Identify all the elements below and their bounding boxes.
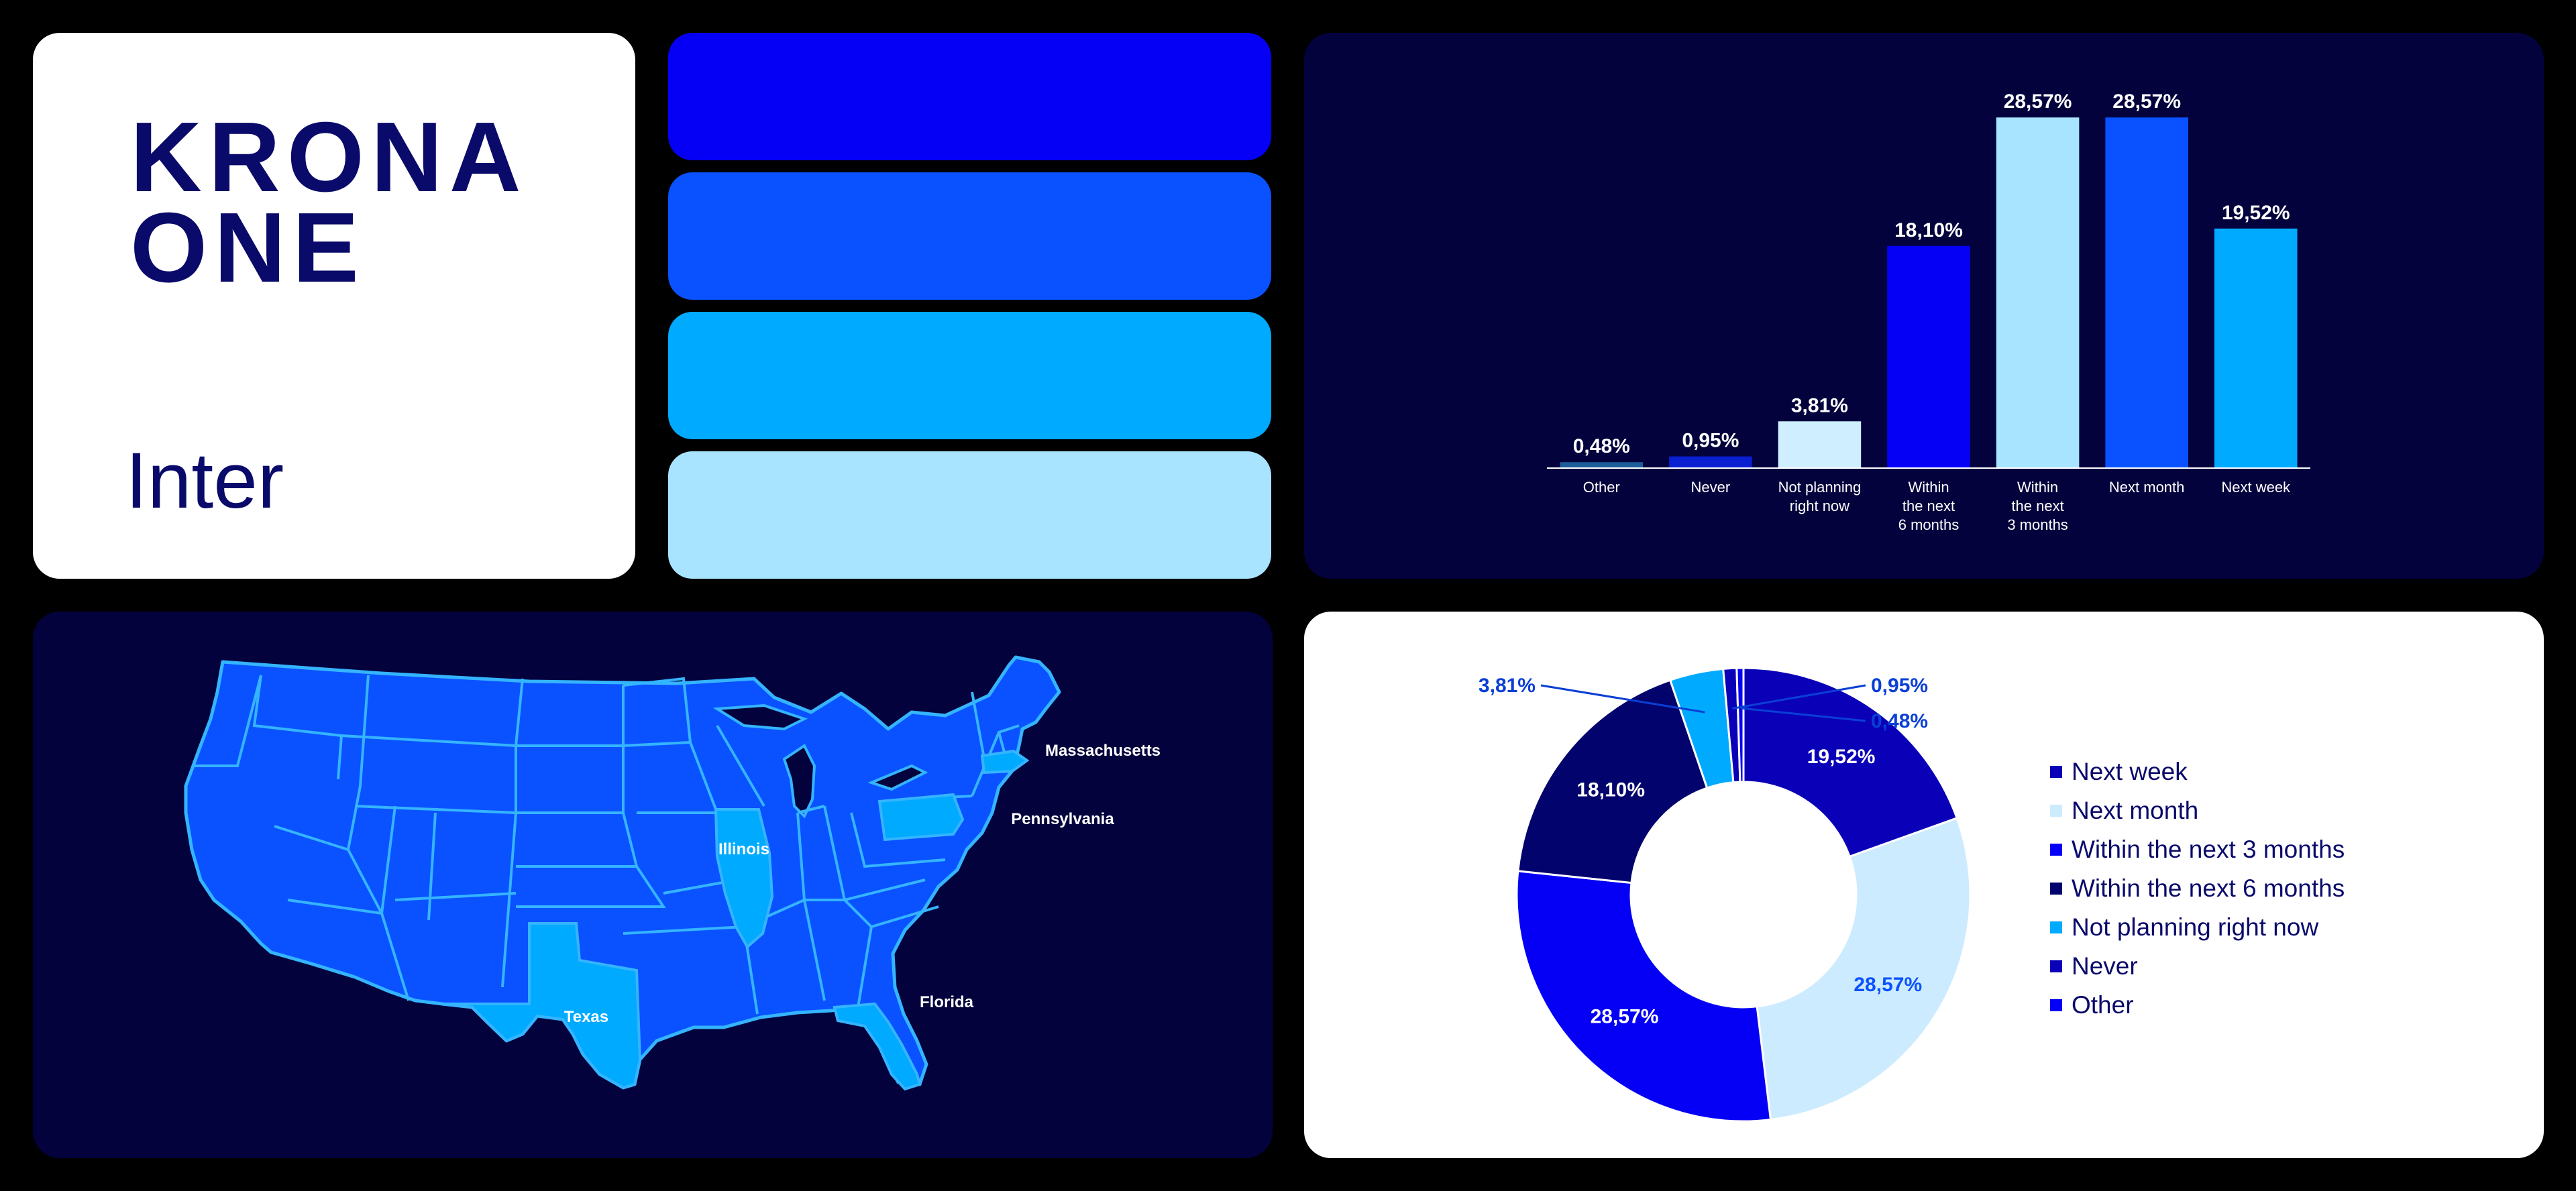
bar-category-label-5: Next month [2109,479,2185,496]
us-map-card: Massachusetts Pennsylvania Illinois Texa… [33,612,1273,1158]
bar-category-label-2: Not planning right now [1778,479,1862,514]
state-illinois-shape [714,808,774,950]
callout-line-5 [1732,684,1866,710]
state-massachusetts-shape [980,749,1030,775]
legend-label: Within the next 6 months [2072,874,2345,902]
bar-category-label-6: Next week [2221,479,2291,496]
legend-item-0: Next week [2050,752,2345,791]
lake-erie-shape [867,764,928,791]
donut-legend: Next week Next month Within the next 3 mon… [2050,752,2345,1025]
map-label-texas: Texas [564,1008,608,1026]
donut-label-4: 3,81% [1479,675,1536,697]
bar-value-label-4: 28,57% [2004,91,2072,113]
brand-card: KRONA ONE Inter [33,33,635,579]
logo-line-2: ONE [130,192,366,303]
swatch-1 [668,33,1271,160]
bar-value-label-6: 19,52% [2222,202,2290,224]
bar-category-label-1: Never [1691,479,1731,496]
donut-label-2: 28,57% [1591,1005,1659,1027]
donut-chart-card: 19,52% 28,57% 28,57% 18,10% 3,81% 0,95% 0,48% … [1304,612,2544,1158]
state-florida-shape [833,1002,922,1091]
donut-chart: 19,52% 28,57% 28,57% 18,10% 3,81% 0,95% 0,48% [1479,667,1972,1123]
legend-swatch [2050,844,2062,856]
logo-line-1: KRONA [130,102,528,213]
swatch-2 [668,172,1271,300]
krona-one-logo: KRONA ONE [130,102,528,303]
donut-label-6: 0,48% [1871,710,1928,732]
legend-item-3: Within the next 6 months [2050,869,2345,908]
donut-slice-1 [1756,816,1972,1121]
donut-label-0: 19,52% [1807,746,1876,768]
map-label-massachusetts: Massachusetts [1045,742,1161,760]
bar-4 [1996,117,2080,468]
donut-slice-3 [1517,679,1709,885]
donut-slice-2 [1515,870,1772,1123]
bar-0 [1560,462,1644,468]
state-pennsylvania-shape [877,793,965,842]
legend-item-2: Within the next 3 months [2050,830,2345,869]
bar-6 [2214,228,2298,468]
legend-swatch [2050,921,2062,933]
legend-item-5: Never [2050,947,2345,986]
map-label-pennsylvania: Pennsylvania [1011,810,1114,828]
donut-slice-0 [1742,667,1959,858]
bar-chart: 0,48% Other 0,95% Never 3,81% Not planning rig… [1547,91,2310,533]
lake-superior-shape [712,703,808,731]
bar-3 [1887,245,1970,468]
bar-value-label-3: 18,10% [1894,219,1963,241]
legend-label: Next month [2072,797,2199,824]
legend-swatch [2050,883,2062,895]
bar-chart-card: 0,48% Other 0,95% Never 3,81% Not planning rig… [1304,33,2544,579]
us-map: Massachusetts Pennsylvania Illinois Texa… [184,655,1161,1091]
legend-label: Within the next 3 months [2072,836,2345,863]
bar-category-label-0: Other [1583,479,1620,496]
donut-label-1: 28,57% [1854,974,1922,996]
map-label-illinois: Illinois [718,840,769,858]
bar-value-label-1: 0,95% [1682,430,1739,452]
donut-slice-6 [1735,667,1745,783]
legend-item-6: Other [2050,986,2345,1025]
bar-category-label-3: Within the next 6 months [1898,479,1960,533]
lake-michigan-shape [782,744,816,819]
callout-line-4 [1540,684,1705,714]
bar-2 [1778,421,1862,468]
callout-line-6 [1740,707,1866,722]
legend-swatch [2050,999,2062,1011]
donut-label-3: 18,10% [1576,779,1645,801]
legend-item-4: Not planning right now [2050,908,2345,947]
state-texas-shape [441,922,642,1090]
legend-item-1: Next month [2050,791,2345,830]
bar-value-label-0: 0,48% [1573,435,1630,457]
bar-1 [1669,456,1752,468]
legend-label: Next week [2072,758,2188,785]
legend-label: Never [2072,952,2138,980]
legend-label: Other [2072,991,2134,1019]
legend-swatch [2050,960,2062,972]
legend-swatch [2050,805,2062,817]
bar-5 [2105,117,2188,468]
bar-category-label-4: Within the next 3 months [2007,479,2068,533]
swatch-4 [668,451,1271,579]
typeface-name: Inter [125,437,284,525]
swatch-3 [668,312,1271,439]
legend-label: Not planning right now [2072,913,2319,941]
donut-label-5: 0,95% [1871,675,1928,697]
map-label-florida: Florida [920,993,974,1011]
bar-value-label-5: 28,57% [2112,91,2181,113]
bar-value-label-2: 3,81% [1791,394,1848,416]
legend-swatch [2050,766,2062,778]
